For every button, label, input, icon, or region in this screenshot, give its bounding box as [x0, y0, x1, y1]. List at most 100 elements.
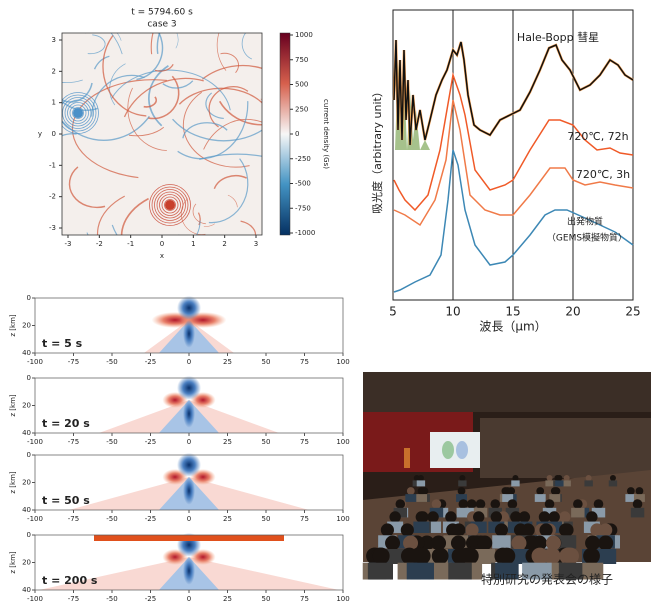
current-sheet: [62, 133, 77, 137]
x-tick-label: 5: [389, 305, 397, 319]
z-label: z [km]: [9, 471, 17, 494]
y-tick-label: 0: [52, 130, 56, 138]
y-tick-label: 0: [27, 451, 31, 459]
wave-panel: t = 200 s z [km] 0 20 40-100 -75 -50 -25 0 25 50 75…: [9, 531, 350, 603]
y-tick-label: 20: [22, 402, 31, 410]
current-sheet: [85, 33, 87, 34]
body: [562, 480, 571, 487]
current-sheet: [213, 175, 247, 190]
body: [425, 521, 442, 533]
head: [395, 499, 406, 509]
body: [495, 562, 519, 580]
x-tick-label: 25: [223, 595, 232, 603]
audience: [362, 448, 645, 580]
y-tick-label: 40: [22, 349, 31, 357]
body: [413, 521, 430, 533]
panel-label: t = 50 s: [42, 494, 90, 507]
spectrum-hale-bopp: [393, 39, 634, 146]
current-sheet: [62, 79, 83, 83]
x-tick-label: 0: [187, 595, 191, 603]
current-sheet: [68, 166, 106, 209]
head: [543, 547, 561, 565]
x-tick-label: -100: [27, 595, 43, 603]
head: [512, 475, 519, 481]
x-tick-label: 0: [187, 438, 191, 446]
vortex-ring: [67, 102, 89, 124]
x-tick-label: 100: [336, 595, 349, 603]
blue-core: [183, 319, 195, 348]
presenter: [404, 448, 410, 468]
body: [630, 507, 645, 518]
screen-figure: [456, 441, 468, 459]
screen: [430, 432, 480, 468]
head: [546, 475, 553, 481]
head: [586, 511, 598, 523]
body: [542, 507, 557, 518]
x-tick-label: -1: [127, 240, 134, 248]
body: [470, 521, 487, 533]
head: [415, 511, 428, 523]
x-tick-label: 0: [160, 240, 164, 248]
vortex-core: [165, 200, 175, 210]
x-tick-label: 1: [191, 240, 195, 248]
current-sheet: [262, 43, 268, 65]
body: [545, 480, 554, 487]
x-tick-label: -100: [27, 515, 43, 523]
spectrum-gems: [393, 149, 634, 293]
x-tick-label: -75: [68, 358, 79, 366]
head: [583, 547, 600, 565]
y-tick-label: 0: [27, 374, 31, 382]
body: [591, 507, 606, 518]
spectra-ylabel: 吸光度（arbitrary unit）: [370, 86, 384, 214]
mhd-ylabel: y: [38, 130, 42, 138]
head: [406, 487, 415, 495]
current-sheet: [216, 33, 227, 71]
colorbar-tick-label: 500: [295, 81, 308, 89]
wave-panel: t = 5 s z [km] 0 20 40-100 -75 -50 -25 0 25 50 75 10…: [9, 294, 350, 366]
colorbar-tick-label: -500: [295, 180, 311, 188]
x-tick-label: -75: [68, 515, 79, 523]
current-sheet: [136, 33, 164, 81]
head: [585, 475, 592, 481]
colorbar: [279, 32, 291, 236]
x-tick-label: 20: [565, 305, 580, 319]
x-tick-label: 75: [300, 358, 309, 366]
surface-band: [94, 535, 284, 541]
head: [457, 487, 466, 495]
x-tick-label: 50: [262, 358, 271, 366]
head: [389, 511, 401, 523]
body: [534, 494, 546, 502]
blue-core: [177, 295, 201, 320]
current-sheet: [175, 33, 179, 49]
body: [416, 494, 428, 502]
x-tick-label: -25: [145, 595, 156, 603]
spectra-xlabel: 波長（μm）: [479, 320, 546, 334]
head: [403, 535, 419, 551]
head: [518, 511, 531, 523]
y-tick-label: 20: [22, 322, 31, 330]
x-tick-label: -75: [68, 438, 79, 446]
vortex-ring: [151, 186, 189, 224]
head: [427, 511, 439, 523]
body: [492, 535, 511, 549]
y-tick-label: 40: [22, 506, 31, 514]
y-tick-label: 20: [22, 479, 31, 487]
current-sheet: [123, 77, 204, 118]
head: [635, 487, 644, 495]
y-tick-label: 3: [52, 36, 56, 44]
body: [571, 507, 585, 518]
head: [465, 523, 479, 537]
x-tick-label: -25: [145, 515, 156, 523]
x-tick-label: -50: [106, 515, 117, 523]
x-tick-label: 25: [223, 515, 232, 523]
x-tick-label: 50: [262, 595, 271, 603]
x-tick-label: 2: [222, 240, 226, 248]
head: [417, 487, 426, 495]
y-tick-label: -1: [49, 161, 56, 169]
current-sheet: [268, 69, 314, 128]
x-tick-label: 3: [254, 240, 258, 248]
vortex-ring: [62, 92, 99, 134]
body: [502, 494, 514, 502]
head: [372, 547, 390, 565]
